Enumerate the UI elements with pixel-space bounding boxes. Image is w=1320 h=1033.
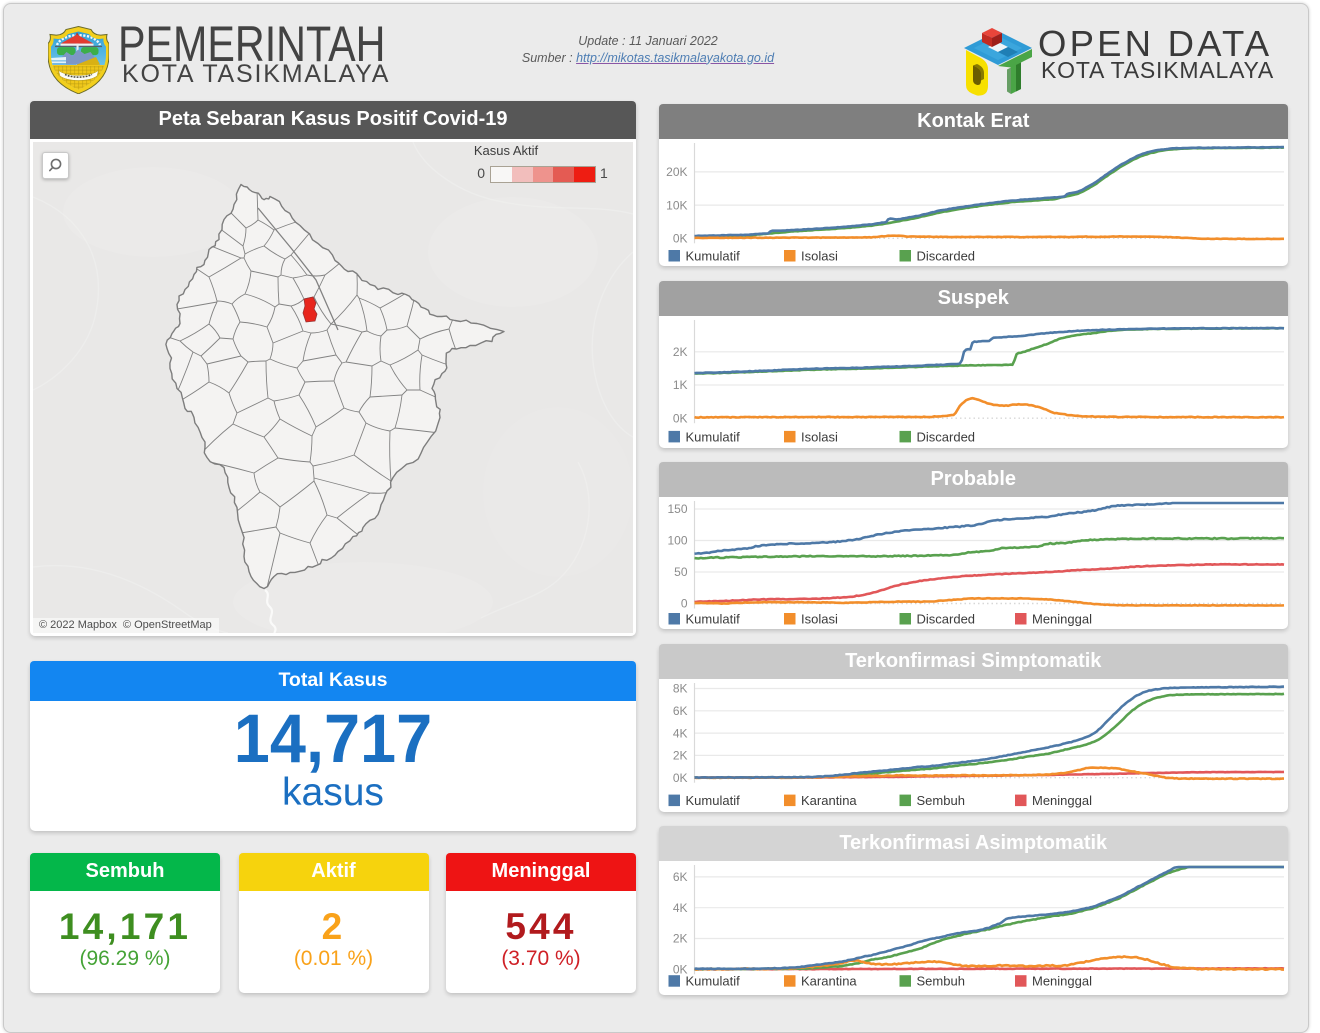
svg-text:20K: 20K bbox=[666, 165, 687, 179]
svg-text:Discarded: Discarded bbox=[916, 611, 975, 626]
svg-text:Isolasi: Isolasi bbox=[801, 248, 838, 263]
svg-text:100: 100 bbox=[667, 533, 687, 547]
svg-text:Sembuh: Sembuh bbox=[916, 793, 964, 808]
svg-text:Kumulatif: Kumulatif bbox=[685, 974, 740, 989]
svg-text:0K: 0K bbox=[672, 770, 687, 784]
svg-text:Kumulatif: Kumulatif bbox=[685, 793, 740, 808]
svg-text:Meninggal: Meninggal bbox=[1032, 974, 1092, 989]
svg-text:4K: 4K bbox=[672, 901, 687, 915]
svg-text:Kumulatif: Kumulatif bbox=[685, 248, 740, 263]
svg-text:Isolasi: Isolasi bbox=[801, 611, 838, 626]
svg-text:0K: 0K bbox=[672, 963, 687, 977]
svg-text:8K: 8K bbox=[672, 681, 687, 695]
svg-text:Kumulatif: Kumulatif bbox=[685, 611, 740, 626]
svg-text:Discarded: Discarded bbox=[916, 248, 975, 263]
svg-text:1K: 1K bbox=[672, 378, 687, 392]
svg-text:Karantina: Karantina bbox=[801, 793, 857, 808]
svg-text:0K: 0K bbox=[672, 231, 687, 245]
svg-text:0: 0 bbox=[680, 596, 687, 610]
svg-text:2K: 2K bbox=[672, 748, 687, 762]
svg-text:50: 50 bbox=[674, 565, 688, 579]
svg-text:Meninggal: Meninggal bbox=[1032, 793, 1092, 808]
svg-text:0K: 0K bbox=[672, 411, 687, 425]
svg-text:Isolasi: Isolasi bbox=[801, 429, 838, 444]
svg-text:Meninggal: Meninggal bbox=[1032, 611, 1092, 626]
svg-text:2K: 2K bbox=[672, 932, 687, 946]
svg-text:2K: 2K bbox=[672, 345, 687, 359]
svg-text:Discarded: Discarded bbox=[916, 429, 975, 444]
svg-text:Sembuh: Sembuh bbox=[916, 974, 964, 989]
svg-text:4K: 4K bbox=[672, 726, 687, 740]
svg-text:6K: 6K bbox=[672, 704, 687, 718]
svg-text:Kumulatif: Kumulatif bbox=[685, 429, 740, 444]
svg-text:Karantina: Karantina bbox=[801, 974, 857, 989]
svg-text:150: 150 bbox=[667, 502, 687, 516]
svg-text:6K: 6K bbox=[672, 870, 687, 884]
svg-text:10K: 10K bbox=[666, 198, 687, 212]
